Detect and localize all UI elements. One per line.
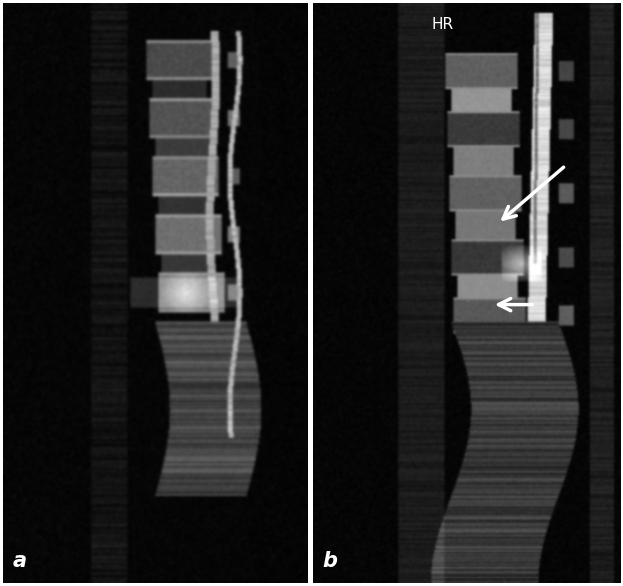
- Text: a: a: [12, 551, 26, 571]
- Text: b: b: [323, 551, 338, 571]
- Text: HR: HR: [432, 18, 454, 32]
